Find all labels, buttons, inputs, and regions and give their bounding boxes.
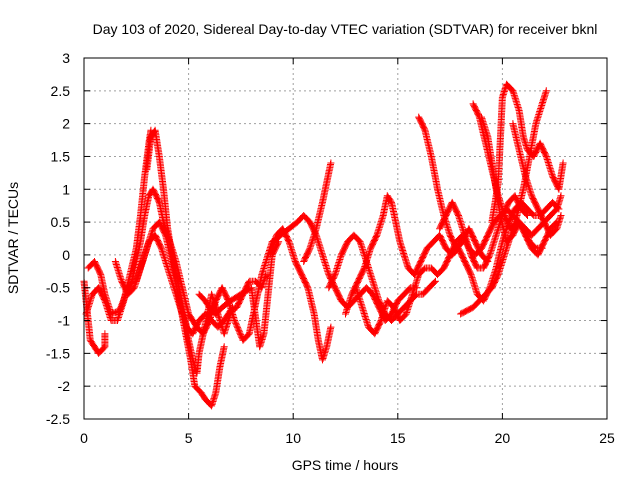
y-tick-label: -2 bbox=[58, 378, 71, 394]
track-markers bbox=[143, 126, 236, 377]
x-tick-label: 25 bbox=[599, 430, 615, 446]
x-tick-label: 10 bbox=[285, 430, 301, 446]
y-tick-label: 2 bbox=[62, 116, 70, 132]
satellite-track bbox=[195, 238, 283, 351]
x-tick-label: 0 bbox=[80, 430, 88, 446]
data-series-satellite-tracks bbox=[80, 80, 567, 410]
track-markers bbox=[195, 238, 283, 351]
y-tick-label: 1.5 bbox=[51, 148, 71, 164]
track-markers bbox=[352, 205, 561, 338]
satellite-track bbox=[300, 159, 335, 265]
x-tick-label: 20 bbox=[495, 430, 511, 446]
x-axis-label: GPS time / hours bbox=[292, 457, 399, 473]
y-tick-label: 0 bbox=[62, 247, 70, 263]
axis-ticks: 0 5 10 15 20 25 -2.5 -2 -1.5 -1 -0.5 0 0.5 1 1.5 2 2.5 3 bbox=[46, 50, 615, 446]
track-markers bbox=[300, 159, 335, 265]
satellite-track bbox=[143, 126, 236, 377]
track-markers bbox=[266, 225, 335, 364]
x-tick-label: 15 bbox=[390, 430, 406, 446]
y-tick-label: -0.5 bbox=[46, 280, 70, 296]
y-tick-label: -1 bbox=[58, 313, 71, 329]
plot-frame bbox=[83, 57, 608, 420]
y-tick-label: -2.5 bbox=[46, 411, 70, 427]
y-tick-label: 3 bbox=[62, 50, 70, 66]
satellite-track bbox=[509, 120, 565, 239]
y-tick-label: 1 bbox=[62, 181, 70, 197]
satellite-track bbox=[352, 205, 561, 338]
satellite-track bbox=[266, 225, 335, 364]
y-tick-label: 2.5 bbox=[51, 83, 71, 99]
y-axis-label: SDTVAR / TECUs bbox=[5, 182, 21, 294]
track-markers bbox=[509, 120, 565, 239]
y-tick-label: 0.5 bbox=[51, 214, 71, 230]
chart-title: Day 103 of 2020, Sidereal Day-to-day VTE… bbox=[93, 21, 598, 37]
y-tick-label: -1.5 bbox=[46, 345, 70, 361]
x-tick-label: 5 bbox=[185, 430, 193, 446]
